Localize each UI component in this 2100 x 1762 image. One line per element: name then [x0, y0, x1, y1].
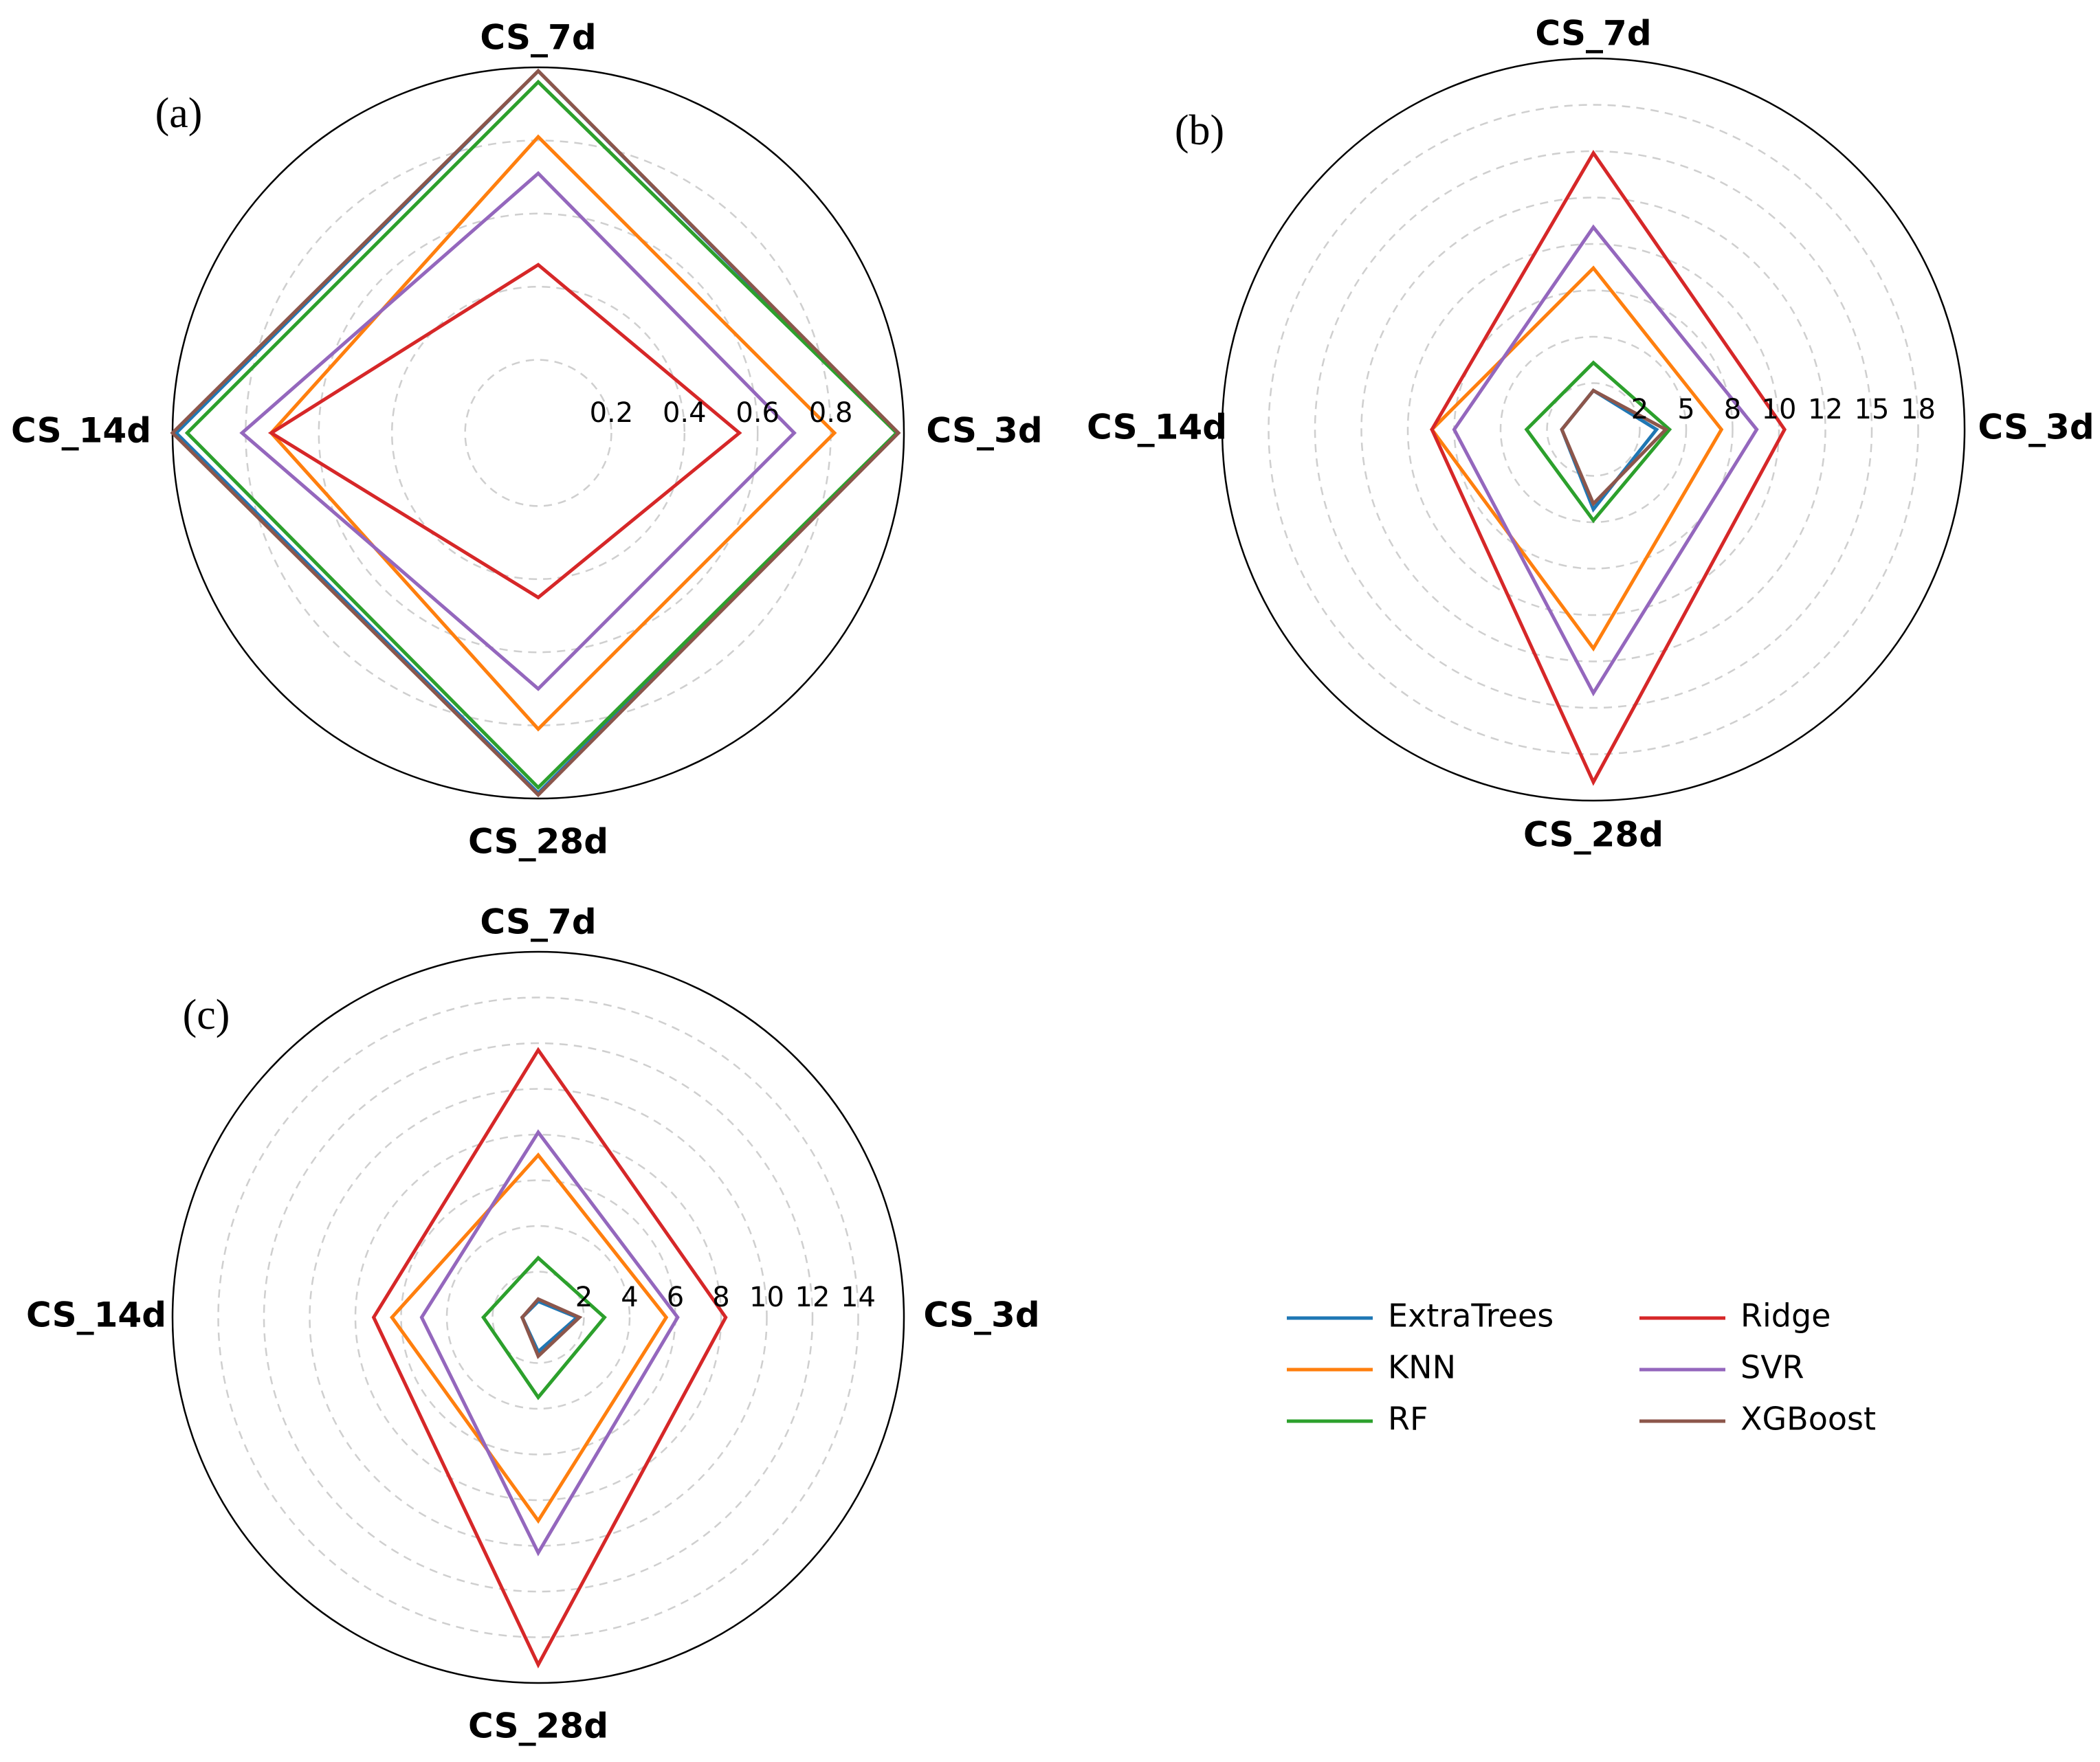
- grid-ring: [309, 1088, 768, 1547]
- r-tick-label: 4: [621, 1282, 638, 1313]
- grid-ring: [245, 140, 832, 726]
- grid-ring: [1314, 150, 1873, 709]
- series-ridge-line: [371, 1047, 728, 1669]
- r-tick-label: 0.4: [663, 397, 707, 429]
- r-tick-label: 15: [1855, 394, 1890, 425]
- r-tick-label: 8: [1724, 394, 1741, 425]
- legend-label-xgboost: XGBoost: [1740, 1401, 1876, 1438]
- axis-label-cs-3d: CS_3d: [923, 1295, 1039, 1335]
- axis-label-cs-3d: CS_3d: [926, 411, 1042, 451]
- grid-ring: [1453, 289, 1734, 570]
- r-tick-label: 8: [712, 1282, 729, 1313]
- legend-label-ridge: Ridge: [1740, 1297, 1831, 1335]
- series-knn-line: [269, 134, 837, 732]
- series-svr-line: [239, 170, 797, 691]
- series-xgboost-line: [170, 68, 901, 798]
- axis-label-cs-7d: CS_7d: [480, 18, 596, 58]
- axis-label-cs-28d: CS_28d: [1523, 815, 1664, 855]
- grid-ring: [1406, 243, 1780, 616]
- r-tick-label: 12: [795, 1282, 830, 1313]
- series-knn-line: [1429, 265, 1724, 652]
- grid-ring: [390, 285, 686, 581]
- grid-ring: [464, 359, 612, 507]
- r-tick-label: 6: [667, 1282, 684, 1313]
- axis-label-cs-28d: CS_28d: [468, 822, 608, 862]
- axis-label-cs-28d: CS_28d: [468, 1706, 608, 1746]
- series-xgboost-line: [520, 1297, 583, 1359]
- series-svr-line: [419, 1129, 680, 1557]
- grid-ring: [445, 1225, 631, 1410]
- grid-ring: [491, 1271, 585, 1364]
- grid-ring: [1268, 104, 1919, 755]
- series-xgboost-line: [1560, 388, 1669, 507]
- legend: ExtraTrees KNN RF Ridge SVR XGBoost: [1287, 1297, 1876, 1438]
- axis-label-cs-14d: CS_14d: [1087, 408, 1227, 447]
- grid-ring: [354, 1133, 722, 1502]
- panel-label: (b): [1175, 107, 1224, 154]
- axis-label-cs-3d: CS_3d: [1978, 408, 2094, 447]
- grid-ring: [318, 212, 759, 654]
- legend-label-extratrees: ExtraTrees: [1388, 1297, 1554, 1335]
- radar-panel-a: 0.2 0.4 0.6 0.8 CS_3d CS_7d CS_14d CS_28d (a): [11, 18, 1043, 862]
- grid-ring: [1546, 382, 1641, 477]
- outer-ring: [1221, 57, 1966, 802]
- r-tick-label: 12: [1808, 394, 1843, 425]
- panel-label: (c): [183, 992, 230, 1038]
- r-tick-label: 5: [1677, 394, 1694, 425]
- axis-label-cs-7d: CS_7d: [1535, 14, 1651, 54]
- series-rf-line: [184, 79, 899, 790]
- r-tick-label: 2: [575, 1282, 593, 1313]
- axis-label-cs-14d: CS_14d: [26, 1295, 166, 1335]
- r-tick-label: 0.8: [809, 397, 853, 429]
- legend-label-rf: RF: [1388, 1401, 1428, 1438]
- r-tick-label: 0.2: [590, 397, 634, 429]
- r-tick-label: 14: [841, 1282, 876, 1313]
- r-tick-label: 10: [749, 1282, 784, 1313]
- series-rf-line: [481, 1255, 607, 1401]
- r-tick-label: 2: [1631, 394, 1648, 425]
- series-svr-line: [1452, 224, 1759, 697]
- series-ridge-line: [267, 263, 742, 600]
- grid-ring: [400, 1179, 676, 1456]
- series-extratrees-line: [173, 68, 899, 796]
- series-knn-line: [389, 1152, 669, 1524]
- grid-ring: [1360, 197, 1826, 662]
- series-rf-line: [1524, 360, 1672, 524]
- r-tick-label: 0.6: [736, 397, 780, 429]
- grid-ring: [263, 1042, 814, 1593]
- radar-panel-b: 2 5 8 10 12 15 18 CS_3d CS_7d CS_14d CS_28d (b): [1087, 14, 2095, 855]
- outer-ring: [171, 950, 905, 1684]
- panel-label: (a): [155, 90, 203, 137]
- r-tick-label: 10: [1762, 394, 1797, 425]
- axis-label-cs-7d: CS_7d: [480, 902, 596, 942]
- r-tick-label: 18: [1901, 394, 1936, 425]
- axis-label-cs-14d: CS_14d: [11, 411, 151, 451]
- legend-label-svr: SVR: [1740, 1349, 1804, 1386]
- series-ridge-line: [1430, 150, 1787, 786]
- radar-panel-c: 2 4 6 8 10 12 14 CS_3d CS_7d CS_14d CS_28d (c): [26, 902, 1040, 1746]
- grid-ring: [217, 996, 859, 1638]
- legend-label-knn: KNN: [1388, 1349, 1456, 1386]
